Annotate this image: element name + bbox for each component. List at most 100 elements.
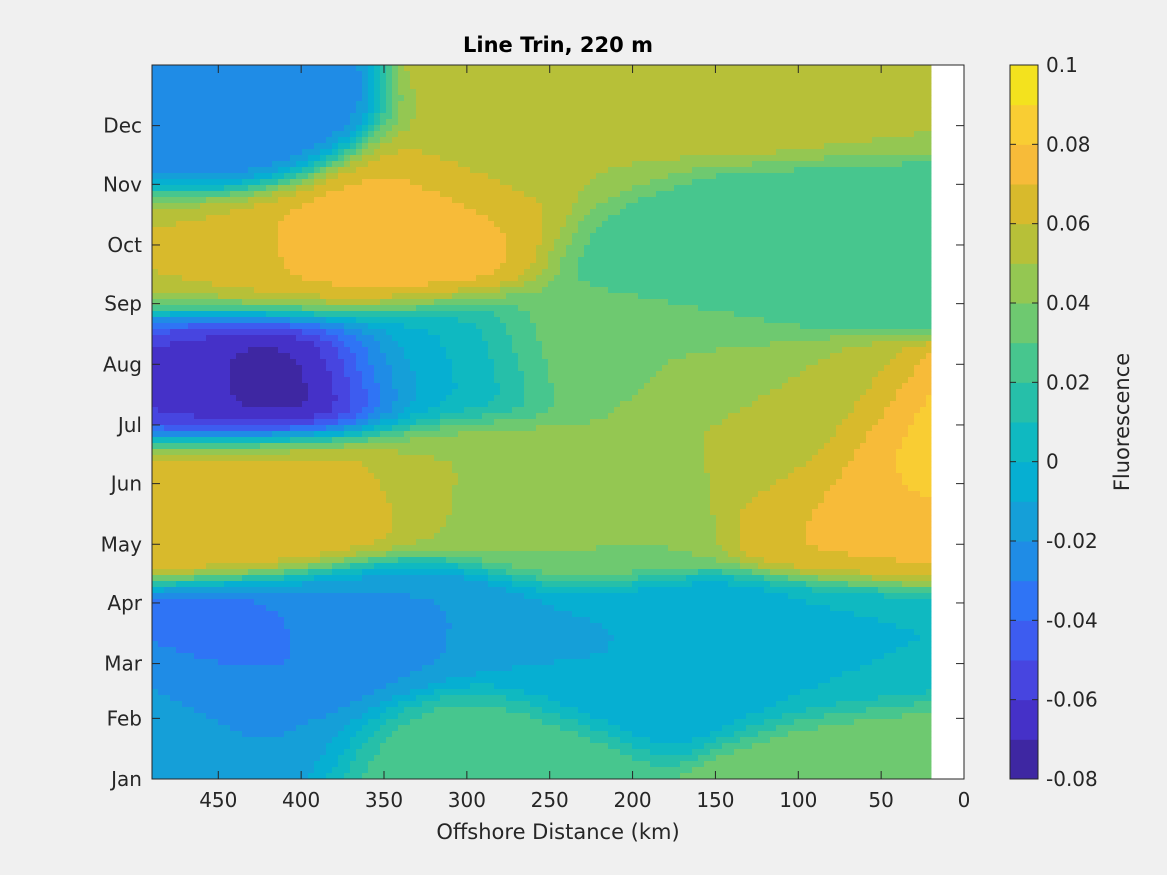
contour-cell	[836, 239, 843, 246]
contour-cell	[920, 107, 927, 114]
contour-cell	[482, 269, 489, 276]
contour-cell	[476, 83, 483, 90]
contour-cell	[620, 221, 627, 228]
contour-cell	[788, 233, 795, 240]
contour-cell	[512, 185, 519, 192]
contour-cell	[416, 161, 423, 168]
contour-cell	[218, 89, 225, 96]
contour-cell	[560, 89, 567, 96]
contour-cell	[824, 203, 831, 210]
contour-cell	[500, 215, 507, 222]
contour-cell	[272, 227, 279, 234]
contour-cell	[572, 287, 579, 294]
contour-cell	[344, 263, 351, 270]
contour-cell	[284, 101, 291, 108]
contour-cell	[668, 95, 675, 102]
contour-cell	[182, 101, 189, 108]
contour-cell	[632, 107, 639, 114]
contour-cell	[290, 203, 297, 210]
contour-cell	[512, 137, 519, 144]
contour-cell	[890, 197, 897, 204]
contour-cell	[794, 119, 801, 126]
contour-cell	[476, 77, 483, 84]
contour-cell	[656, 155, 663, 162]
contour-cell	[734, 233, 741, 240]
contour-cell	[788, 155, 795, 162]
contour-cell	[920, 77, 927, 84]
contour-cell	[506, 251, 513, 258]
contour-cell	[530, 107, 537, 114]
contour-cell	[380, 263, 387, 270]
contour-cell	[332, 251, 339, 258]
contour-cell	[662, 149, 669, 156]
contour-cell	[740, 221, 747, 228]
contour-cell	[374, 215, 381, 222]
contour-cell	[488, 65, 495, 72]
contour-cell	[896, 191, 903, 198]
contour-cell	[410, 221, 417, 228]
contour-cell	[356, 65, 363, 72]
contour-cell	[638, 161, 645, 168]
contour-cell	[848, 113, 855, 120]
contour-cell	[224, 101, 231, 108]
contour-cell	[896, 137, 903, 144]
contour-cell	[842, 215, 849, 222]
contour-cell	[794, 95, 801, 102]
contour-cell	[170, 239, 177, 246]
contour-cell	[854, 71, 861, 78]
contour-cell	[398, 95, 405, 102]
contour-cell	[242, 65, 249, 72]
contour-cell	[740, 275, 747, 282]
contour-cell	[656, 203, 663, 210]
contour-cell	[404, 71, 411, 78]
contour-cell	[290, 89, 297, 96]
contour-cell	[446, 275, 453, 282]
contour-cell	[302, 263, 309, 270]
contour-cell	[422, 251, 429, 258]
contour-cell	[218, 125, 225, 132]
contour-cell	[716, 233, 723, 240]
contour-cell	[506, 71, 513, 78]
contour-cell	[302, 149, 309, 156]
contour-cell	[884, 179, 891, 186]
contour-cell	[746, 215, 753, 222]
contour-cell	[590, 263, 597, 270]
contour-cell	[818, 95, 825, 102]
contour-cell	[350, 233, 357, 240]
contour-cell	[452, 77, 459, 84]
contour-cell	[524, 143, 531, 150]
contour-cell	[194, 125, 201, 132]
contour-cell	[164, 137, 171, 144]
contour-cell	[404, 203, 411, 210]
contour-cell	[350, 221, 357, 228]
contour-cell	[602, 113, 609, 120]
contour-cell	[512, 107, 519, 114]
contour-cell	[590, 239, 597, 246]
contour-cell	[632, 77, 639, 84]
contour-cell	[734, 275, 741, 282]
contour-cell	[308, 143, 315, 150]
contour-cell	[884, 221, 891, 228]
contour-cell	[896, 203, 903, 210]
contour-cell	[254, 71, 261, 78]
contour-cell	[746, 233, 753, 240]
contour-cell	[884, 131, 891, 138]
contour-cell	[254, 269, 261, 276]
contour-cell	[542, 119, 549, 126]
contour-cell	[470, 83, 477, 90]
contour-cell	[212, 167, 219, 174]
contour-cell	[200, 233, 207, 240]
contour-cell	[404, 173, 411, 180]
contour-cell	[848, 227, 855, 234]
contour-cell	[410, 197, 417, 204]
contour-cell	[290, 257, 297, 264]
contour-cell	[686, 143, 693, 150]
contour-cell	[422, 221, 429, 228]
contour-cell	[464, 293, 471, 300]
contour-cell	[374, 131, 381, 138]
contour-cell	[824, 149, 831, 156]
contour-cell	[506, 191, 513, 198]
contour-cell	[464, 161, 471, 168]
contour-cell	[806, 209, 813, 216]
contour-cell	[392, 95, 399, 102]
